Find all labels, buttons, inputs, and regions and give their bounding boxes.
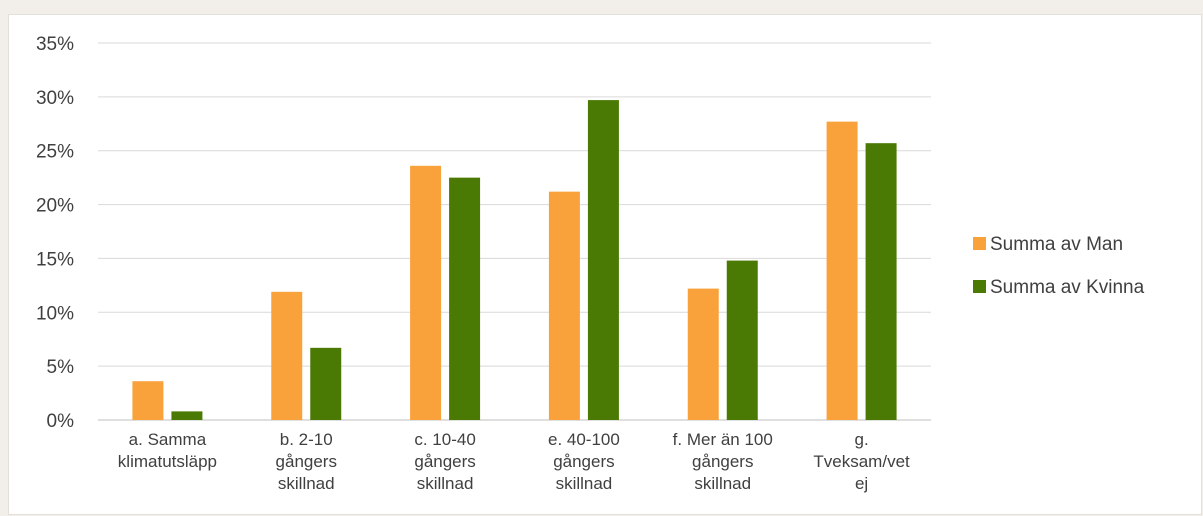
x-category-label: g. Tveksam/vet ej bbox=[813, 430, 910, 493]
y-tick-label: 0% bbox=[47, 411, 75, 432]
y-tick-label: 10% bbox=[36, 303, 74, 324]
legend: Summa av Man Summa av Kvinna bbox=[973, 234, 1145, 298]
x-category-label-line: c. 10-40 bbox=[414, 430, 475, 449]
x-category-label-line: gångers bbox=[414, 452, 475, 471]
x-category-label-line: f. Mer än 100 bbox=[673, 430, 773, 449]
bar-kvinna bbox=[171, 411, 203, 420]
bar-kvinna bbox=[726, 260, 758, 420]
x-category-label-line: skillnad bbox=[417, 474, 474, 493]
x-category-label-line: skillnad bbox=[278, 474, 335, 493]
bar-man bbox=[410, 165, 442, 420]
bar-kvinna bbox=[865, 143, 897, 420]
y-tick-label: 5% bbox=[47, 357, 75, 378]
bar-man bbox=[548, 191, 580, 420]
bars bbox=[132, 100, 897, 421]
legend-label: Summa av Man bbox=[990, 234, 1123, 255]
bar-man bbox=[687, 288, 719, 420]
x-category-label-line: a. Samma bbox=[129, 430, 207, 449]
x-category-label-line: g. bbox=[854, 430, 868, 449]
x-category-label-line: e. 40-100 bbox=[548, 430, 620, 449]
x-category-label-line: skillnad bbox=[694, 474, 751, 493]
bar-kvinna bbox=[310, 347, 342, 420]
x-category-label-line: gångers bbox=[553, 452, 614, 471]
x-category-label: f. Mer än 100 gångers skillnad bbox=[673, 430, 773, 493]
x-category-label-line: gångers bbox=[276, 452, 337, 471]
x-axis: a. Samma klimatutsläpp b. 2-10 gångers skill… bbox=[118, 430, 910, 493]
x-category-label-line: b. 2-10 bbox=[280, 430, 333, 449]
x-category-label-line: skillnad bbox=[556, 474, 613, 493]
x-category-label-line: ej bbox=[855, 474, 868, 493]
x-category-label: c. 10-40 gångers skillnad bbox=[414, 430, 475, 493]
y-tick-label: 35% bbox=[36, 34, 74, 55]
y-tick-label: 25% bbox=[36, 142, 74, 163]
bar-kvinna bbox=[587, 100, 619, 421]
x-category-label-line: Tveksam/vet bbox=[813, 452, 910, 471]
y-axis-labels: 0% 5% 10% 15% 20% 25% 30% 35% bbox=[36, 34, 74, 432]
legend-swatch bbox=[973, 280, 986, 293]
legend-label: Summa av Kvinna bbox=[990, 277, 1145, 298]
x-category-label: e. 40-100 gångers skillnad bbox=[548, 430, 620, 493]
x-category-label: b. 2-10 gångers skillnad bbox=[276, 430, 337, 493]
bar-man bbox=[271, 291, 303, 420]
y-tick-label: 15% bbox=[36, 249, 74, 270]
legend-swatch bbox=[973, 237, 986, 250]
bar-man bbox=[132, 381, 164, 420]
x-category-label-line: klimatutsläpp bbox=[118, 452, 217, 471]
y-tick-label: 30% bbox=[36, 88, 74, 109]
y-tick-label: 20% bbox=[36, 196, 74, 217]
gridlines bbox=[98, 42, 931, 421]
bar-man bbox=[826, 121, 858, 420]
x-category-label-line: gångers bbox=[692, 452, 753, 471]
x-category-label: a. Samma klimatutsläpp bbox=[118, 430, 217, 471]
bar-kvinna bbox=[449, 177, 481, 420]
